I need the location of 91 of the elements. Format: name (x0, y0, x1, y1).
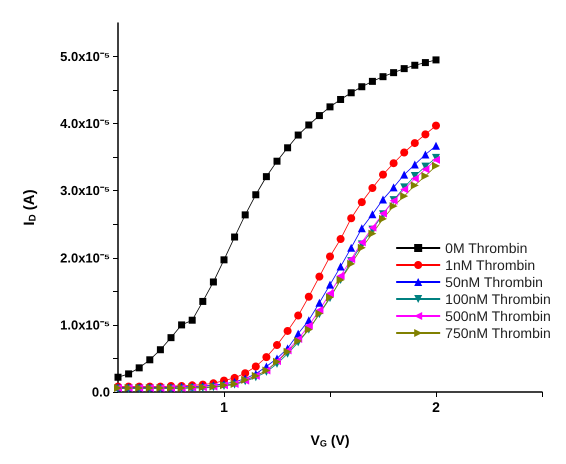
point (305, 121, 312, 128)
legend-label: 1nM Thrombin (445, 257, 536, 273)
point (262, 353, 270, 362)
point (421, 172, 430, 180)
point (410, 160, 419, 169)
point (400, 192, 408, 200)
point (220, 256, 228, 264)
legend-label: 500nM Thrombin (445, 308, 551, 324)
point (326, 103, 334, 110)
point (315, 272, 324, 281)
point (347, 244, 356, 252)
point (210, 278, 217, 286)
point (421, 165, 430, 174)
point (168, 334, 174, 342)
point (326, 289, 334, 298)
point (347, 214, 356, 222)
point (400, 65, 408, 72)
point (368, 184, 376, 192)
point (336, 272, 345, 280)
point (400, 148, 408, 156)
point (231, 234, 238, 241)
y-tick-label: 0.0 (92, 384, 110, 400)
point (358, 224, 366, 232)
point (284, 326, 292, 335)
point (411, 62, 418, 69)
point (336, 235, 345, 244)
y-axis-title: ID (A) (20, 189, 38, 226)
point (274, 158, 280, 165)
point (422, 59, 429, 66)
y-tick-label: 5.0x10⁻⁵ (60, 49, 110, 64)
point (368, 210, 376, 218)
point (368, 78, 376, 85)
point (114, 374, 122, 381)
point (390, 69, 398, 76)
point (390, 202, 398, 210)
legend-label: 0M Thrombin (445, 240, 528, 256)
point (252, 191, 260, 198)
x-tick-label: 2 (432, 399, 440, 415)
point (178, 321, 186, 328)
point (410, 174, 419, 183)
y-tick-label: 4.0x10⁻⁵ (60, 116, 110, 132)
point (156, 346, 164, 354)
point (241, 369, 250, 378)
y-tick-label: 1.0x10⁻⁵ (60, 317, 110, 332)
point (400, 170, 408, 179)
point (136, 364, 143, 372)
legend-label: 750nM Thrombin (445, 325, 551, 341)
point (347, 260, 356, 268)
y-tick-label: 3.0x10⁻⁵ (60, 183, 110, 198)
point (284, 144, 292, 152)
y-tick-label: 2.0x10⁻⁵ (60, 250, 110, 266)
point (294, 312, 302, 320)
point (125, 370, 132, 378)
point (421, 130, 430, 138)
point (294, 132, 302, 139)
point (336, 262, 345, 271)
point (432, 142, 440, 150)
point (242, 211, 249, 218)
legend-label: 50nM Thrombin (445, 274, 543, 290)
point (379, 170, 387, 179)
point (358, 83, 366, 90)
point (410, 139, 419, 148)
x-tick-label: 1 (220, 399, 228, 415)
point (252, 362, 260, 371)
point (432, 122, 440, 130)
point (326, 252, 334, 260)
point (326, 280, 334, 289)
point (348, 89, 355, 96)
point (390, 159, 398, 168)
point (368, 230, 376, 238)
point (379, 214, 387, 223)
point (380, 73, 386, 80)
point (273, 341, 281, 350)
point (315, 298, 324, 307)
point (358, 244, 366, 252)
point (358, 198, 366, 206)
point (304, 292, 313, 301)
point (337, 96, 344, 103)
point (316, 112, 323, 120)
point (188, 316, 196, 324)
point (304, 322, 313, 330)
point (410, 181, 419, 190)
point (379, 195, 387, 204)
point (262, 173, 270, 180)
point (146, 356, 154, 364)
point (432, 56, 440, 64)
point (421, 150, 430, 158)
point (432, 162, 440, 170)
legend-label: 100nM Thrombin (445, 291, 551, 307)
point (390, 183, 398, 192)
point (199, 298, 206, 305)
